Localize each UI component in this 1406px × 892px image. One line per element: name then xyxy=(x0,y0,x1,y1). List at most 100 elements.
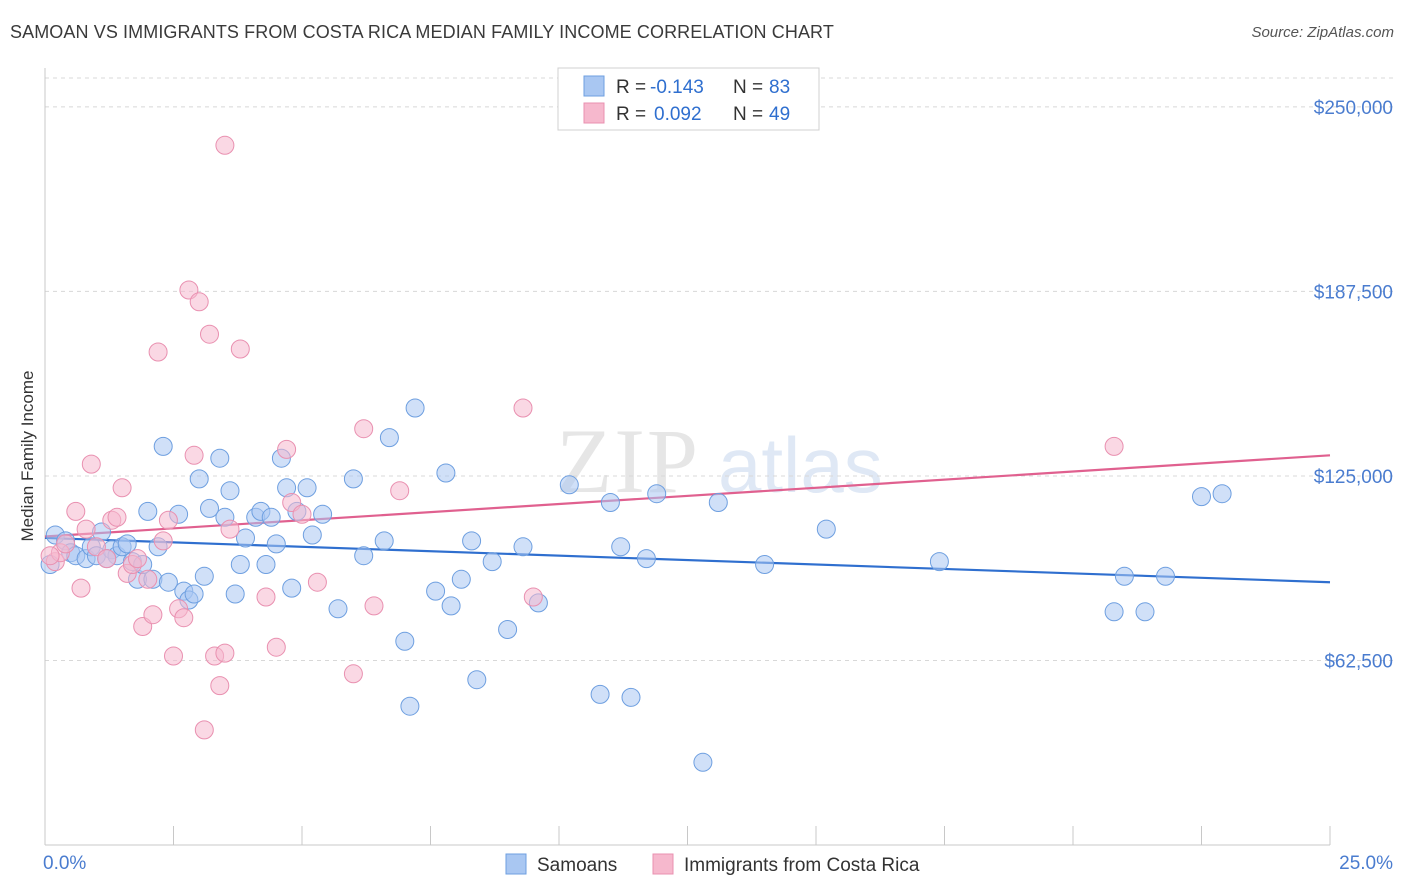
point-blue-63 xyxy=(559,475,579,495)
point-pink-3 xyxy=(66,501,86,521)
point-pink-31 xyxy=(215,643,235,663)
point-blue-46 xyxy=(343,469,363,489)
point-pink-48 xyxy=(215,135,235,155)
point-pink-46 xyxy=(1104,436,1124,456)
legend-r-label-samoans: R = xyxy=(616,77,646,98)
point-pink-14 xyxy=(128,549,147,569)
point-blue-73 xyxy=(816,519,836,539)
point-pink-40 xyxy=(343,664,363,684)
point-blue-75 xyxy=(1104,602,1124,622)
bottom-legend-swatch-samoans xyxy=(505,853,527,875)
point-pink-36 xyxy=(277,439,297,459)
point-pink-43 xyxy=(390,481,410,501)
point-blue-36 xyxy=(261,507,281,527)
legend-n-value-costa-rica: 49 xyxy=(769,104,790,125)
point-pink-21 xyxy=(164,646,183,666)
legend-swatch-costa-rica xyxy=(583,102,605,124)
point-blue-80 xyxy=(1212,484,1232,504)
point-pink-32 xyxy=(220,519,240,539)
point-pink-38 xyxy=(292,504,312,524)
point-pink-39 xyxy=(307,572,327,592)
point-blue-47 xyxy=(354,546,374,566)
point-blue-64 xyxy=(590,684,610,704)
point-pink-42 xyxy=(364,596,384,616)
chart-title: SAMOAN VS IMMIGRANTS FROM COSTA RICA MED… xyxy=(10,22,834,42)
point-blue-67 xyxy=(621,687,641,707)
point-blue-49 xyxy=(379,428,399,448)
point-blue-76 xyxy=(1114,566,1134,586)
y-tick-labels: $62,500 $125,000 $187,500 $250,000 xyxy=(1314,98,1393,673)
y-axis-title: Median Family Income xyxy=(18,370,37,541)
point-pink-4 xyxy=(71,578,91,598)
point-blue-69 xyxy=(647,484,667,504)
point-blue-60 xyxy=(498,620,518,639)
point-pink-47 xyxy=(40,546,60,566)
point-blue-52 xyxy=(405,398,425,418)
point-blue-51 xyxy=(400,696,420,716)
point-pink-27 xyxy=(194,720,214,740)
point-blue-23 xyxy=(184,584,204,604)
point-blue-50 xyxy=(395,631,415,651)
point-blue-54 xyxy=(436,463,456,483)
legend-n-value-samoans: 83 xyxy=(769,77,790,98)
point-blue-43 xyxy=(302,525,322,545)
legend-r-label-costa-rica: R = xyxy=(616,104,646,125)
point-blue-56 xyxy=(451,569,471,589)
point-blue-74 xyxy=(929,552,949,572)
point-blue-29 xyxy=(220,481,240,501)
point-blue-59 xyxy=(482,552,502,572)
point-pink-44 xyxy=(513,398,533,418)
point-pink-11 xyxy=(112,478,132,498)
series-legend: Samoans Immigrants from Costa Rica xyxy=(505,853,920,876)
x-tick-label-min: 0.0% xyxy=(43,853,86,874)
grid-lines xyxy=(45,77,1395,661)
point-blue-35 xyxy=(256,555,276,574)
y-tick-label-0: $62,500 xyxy=(1324,651,1393,672)
point-blue-70 xyxy=(693,752,713,772)
x-tick-label-max: 25.0% xyxy=(1339,853,1393,874)
point-blue-71 xyxy=(708,493,728,512)
point-pink-35 xyxy=(266,637,286,657)
legend-r-value-samoans: -0.143 xyxy=(650,77,704,98)
point-blue-18 xyxy=(153,436,173,456)
point-pink-17 xyxy=(143,605,163,625)
data-points xyxy=(40,135,1232,772)
point-blue-68 xyxy=(636,549,656,569)
watermark: ZIP atlas xyxy=(556,410,883,512)
point-blue-65 xyxy=(600,493,620,512)
point-blue-44 xyxy=(313,504,333,524)
point-blue-25 xyxy=(194,566,214,586)
point-blue-24 xyxy=(189,469,209,489)
point-pink-34 xyxy=(256,587,276,607)
point-blue-58 xyxy=(467,670,487,690)
bottom-legend-label-costa-rica: Immigrants from Costa Rica xyxy=(684,855,920,876)
point-pink-16 xyxy=(138,569,158,589)
point-blue-61 xyxy=(513,537,533,557)
bottom-legend-label-samoans: Samoans xyxy=(537,855,617,876)
legend-n-label-samoans: N = xyxy=(733,77,763,98)
point-blue-66 xyxy=(611,537,631,557)
source-label: Source: ZipAtlas.com xyxy=(1251,24,1394,41)
point-blue-32 xyxy=(236,528,255,548)
point-blue-78 xyxy=(1156,566,1175,586)
point-pink-6 xyxy=(81,454,101,474)
point-blue-48 xyxy=(374,531,394,551)
point-blue-30 xyxy=(225,584,245,604)
legend-r-value-costa-rica: 0.092 xyxy=(654,104,702,125)
point-pink-20 xyxy=(158,510,178,530)
point-pink-26 xyxy=(189,292,209,312)
point-blue-11 xyxy=(117,534,137,554)
watermark-zip: ZIP xyxy=(556,410,700,512)
point-pink-5 xyxy=(76,519,96,539)
point-pink-18 xyxy=(148,342,168,362)
point-blue-37 xyxy=(266,534,286,554)
point-blue-19 xyxy=(158,572,178,592)
point-blue-27 xyxy=(210,448,230,468)
point-blue-53 xyxy=(426,581,446,601)
y-tick-label-1: $125,000 xyxy=(1314,467,1393,488)
point-blue-26 xyxy=(200,498,219,518)
point-pink-23 xyxy=(174,608,194,628)
point-blue-42 xyxy=(297,478,317,498)
point-pink-25 xyxy=(184,445,204,465)
